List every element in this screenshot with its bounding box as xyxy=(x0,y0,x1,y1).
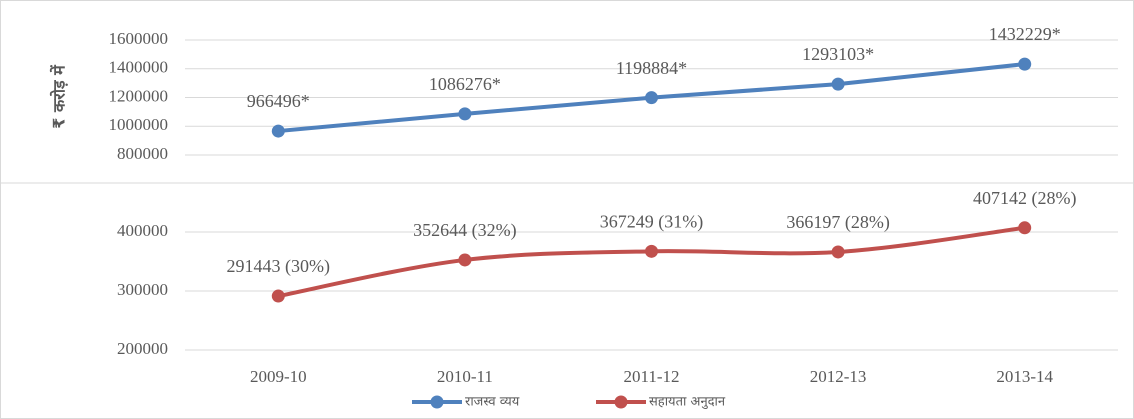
x-tick-label: 2011-12 xyxy=(623,367,679,386)
legend-label: सहायता अनुदान xyxy=(649,395,726,410)
data-point xyxy=(271,124,285,138)
y-tick-label: 200000 xyxy=(117,339,168,358)
legend-marker xyxy=(430,395,444,409)
data-label: 1086276* xyxy=(429,74,501,94)
data-point xyxy=(645,244,658,258)
data-point xyxy=(458,107,472,121)
data-point xyxy=(831,245,845,259)
data-label: 1432229* xyxy=(989,24,1061,44)
data-point xyxy=(1018,221,1032,235)
x-tick-label: 2012-13 xyxy=(810,367,867,386)
legend-marker xyxy=(614,395,628,409)
x-tick-label: 2010-11 xyxy=(437,367,493,386)
data-label: 1198884* xyxy=(616,58,687,78)
y-tick-label: 300000 xyxy=(117,280,168,299)
legend-label: राजस्व व्यय xyxy=(465,395,520,410)
data-point xyxy=(831,77,845,91)
y-axis-label: ₹ करोड़ में xyxy=(50,64,69,129)
data-label: 1293103* xyxy=(802,44,874,64)
x-tick-label: 2013-14 xyxy=(996,367,1053,386)
y-tick-label: 800000 xyxy=(117,144,168,163)
x-tick-label: 2009-10 xyxy=(250,367,307,386)
data-label: 291443 (30%) xyxy=(227,256,330,277)
data-point xyxy=(271,289,285,303)
data-label: 367249 (31%) xyxy=(600,211,703,232)
data-point xyxy=(645,91,658,105)
y-tick-label: 1400000 xyxy=(109,58,169,77)
data-point xyxy=(1018,57,1032,71)
y-tick-label: 1200000 xyxy=(109,86,169,105)
data-label: 966496* xyxy=(247,91,310,111)
data-label: 366197 (28%) xyxy=(786,212,889,233)
data-label: 352644 (32%) xyxy=(413,220,516,241)
y-tick-label: 400000 xyxy=(117,221,168,240)
data-point xyxy=(458,253,472,267)
y-tick-label: 1600000 xyxy=(109,29,169,48)
y-tick-label: 1000000 xyxy=(109,115,169,134)
data-label: 407142 (28%) xyxy=(973,188,1076,209)
